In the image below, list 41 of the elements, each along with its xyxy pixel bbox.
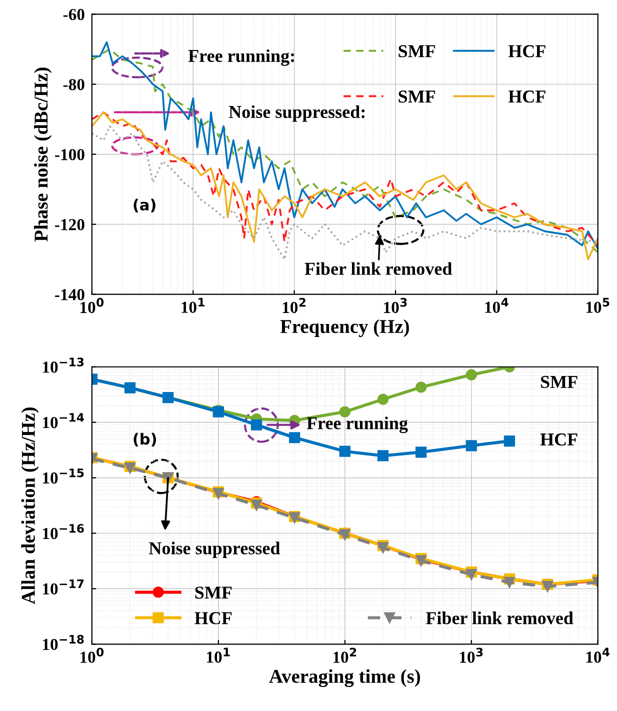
x-tick-label: 10$^{3}$ — [460, 648, 483, 663]
x-axis-title: Averaging time (s) — [269, 669, 420, 688]
annotation: Noise suppressed — [148, 542, 280, 558]
y-tick-label: 10$^{−18}$ — [42, 634, 84, 650]
y-tick-label: -120 — [55, 219, 84, 230]
annotation: SMF — [540, 376, 578, 388]
y-tick-label: -60 — [63, 8, 84, 20]
y-tick-label: 10$^{−14}$ — [42, 413, 84, 428]
annotation: HCF — [540, 433, 578, 446]
y-tick-label: -100 — [55, 148, 84, 160]
x-tick-label: 10$^{4}$ — [485, 298, 508, 313]
legend-label: HCF — [508, 45, 546, 58]
x-tick-label: 10$^{5}$ — [586, 298, 610, 313]
x-tick-label: 10$^{1}$ — [182, 298, 205, 313]
legend-label: SMF — [398, 45, 436, 58]
annotation: Free running: — [188, 49, 294, 66]
x-tick-label: 10$^{2}$ — [282, 298, 306, 314]
annotation: (b) — [134, 432, 156, 447]
x-tick-label: 10$^{0}$ — [80, 648, 104, 663]
y-tick-label: 10$^{−17}$ — [42, 580, 84, 595]
annotation: Noise suppressed: — [228, 105, 365, 122]
x-tick-label: 10$^{1}$ — [207, 648, 230, 663]
y-tick-label: 10$^{−13}$ — [42, 358, 84, 373]
y-tick-label: -80 — [63, 78, 84, 90]
y-axis-title: Allan deviation (Hz/Hz) — [21, 408, 39, 604]
legend-label: SMF — [195, 586, 232, 599]
legend-label: SMF — [398, 90, 436, 103]
annotation: Fiber link removed — [304, 262, 452, 275]
y-axis-title: Phase noise (dBc/Hz) — [34, 68, 52, 242]
annotation: Free running — [306, 416, 408, 434]
y-tick-label: 10$^{−15}$ — [42, 468, 84, 484]
x-tick-label: 10$^{2}$ — [333, 648, 356, 663]
annotation: (a) — [134, 198, 156, 212]
legend-label: Fiber link removed — [426, 612, 574, 624]
x-tick-label: 10$^{3}$ — [384, 298, 407, 314]
legend-label: HCF — [508, 90, 546, 103]
y-tick-label: -140 — [55, 289, 84, 300]
legend-label: HCF — [194, 612, 232, 624]
x-axis-title: Frequency (Hz) — [280, 319, 409, 338]
x-tick-label: 10$^{4}$ — [586, 648, 610, 663]
y-tick-label: 10$^{−16}$ — [42, 524, 84, 540]
